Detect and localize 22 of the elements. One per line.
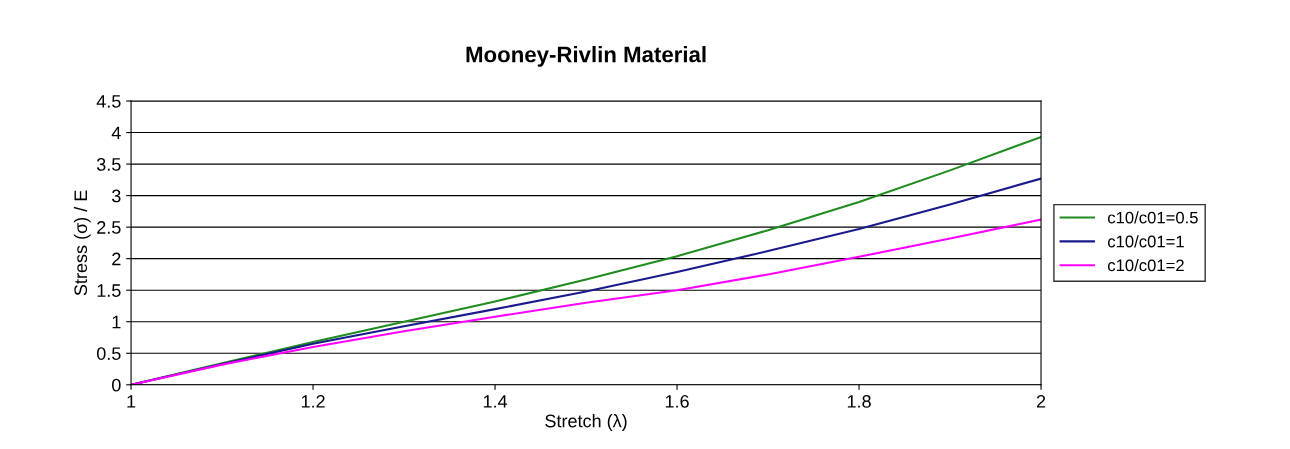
x-tick-label: 1.2 — [301, 394, 325, 408]
y-tick-label: 0.5 — [96, 347, 121, 360]
y-tick-label: 3.5 — [96, 158, 121, 171]
y-tick-label: 2 — [112, 252, 121, 266]
legend-label: c10/c01=0.5 — [1107, 211, 1198, 224]
x-tick-label: 1.6 — [665, 394, 689, 408]
x-tick-label: 1 — [127, 395, 136, 408]
chart-title: Mooney-Rivlin Material — [466, 46, 706, 67]
x-tick-label: 2 — [1036, 394, 1046, 408]
y-tick-label: 4 — [111, 126, 121, 140]
x-tick-label: 1.4 — [483, 395, 508, 408]
y-tick-label: 3 — [111, 189, 121, 203]
y-tick-label: 2.5 — [97, 221, 121, 234]
y-axis-title: Stress (σ) / E — [73, 190, 91, 296]
y-tick-label: 4.5 — [96, 95, 121, 108]
y-tick-label: 1.5 — [97, 284, 121, 297]
legend-label: c10/c01=1 — [1107, 235, 1184, 248]
y-tick-label: 1 — [112, 315, 121, 329]
x-tick-label: 1.8 — [847, 394, 871, 408]
legend-label: c10/c01=2 — [1107, 259, 1184, 272]
y-tick-label: 0 — [112, 378, 121, 392]
x-axis-title: Stretch (λ) — [545, 414, 627, 431]
